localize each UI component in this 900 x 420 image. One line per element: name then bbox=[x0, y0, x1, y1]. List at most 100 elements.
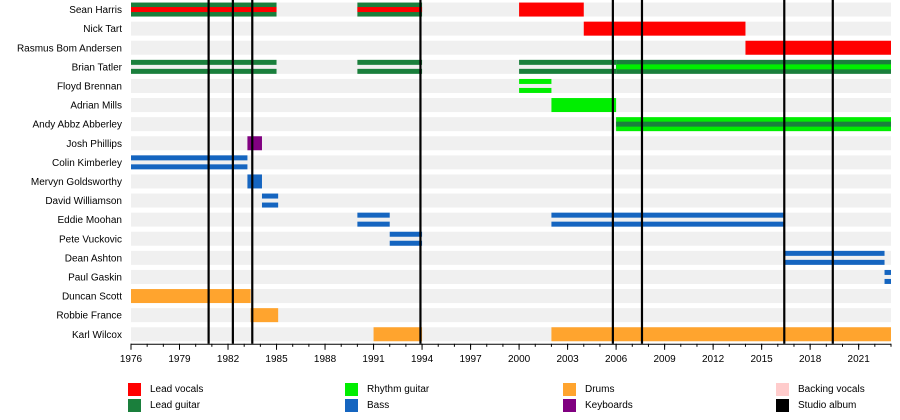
bar-segment bbox=[247, 136, 262, 151]
bar-segment-top bbox=[131, 155, 248, 161]
bar-mervyn-goldsworthy-14 bbox=[247, 174, 262, 189]
member-label-dean-ashton: Dean Ashton bbox=[65, 253, 122, 264]
bar-segment-top bbox=[131, 59, 277, 65]
legend-label: Keyboards bbox=[585, 399, 633, 411]
x-tick-label: 1991 bbox=[362, 354, 385, 365]
x-tick-label: 2009 bbox=[653, 354, 676, 365]
member-label-mervyn-goldsworthy: Mervyn Goldsworthy bbox=[31, 177, 122, 188]
x-tick-label: 2021 bbox=[848, 354, 871, 365]
row-background-duncan-scott bbox=[131, 289, 891, 304]
bar-segment-bottom bbox=[357, 68, 423, 74]
member-label-karl-wilcox: Karl Wilcox bbox=[72, 330, 122, 341]
x-tick-label: 1982 bbox=[217, 354, 240, 365]
row-background-robbie-france bbox=[131, 308, 891, 323]
bar-sean-harris-1 bbox=[357, 2, 423, 17]
bar-segment bbox=[247, 174, 262, 189]
legend-swatch bbox=[128, 382, 141, 396]
bar-brian-tatler-7 bbox=[519, 59, 617, 74]
legend-item-studio-album: Studio album bbox=[776, 397, 856, 413]
bar-adrian-mills-10 bbox=[551, 98, 617, 113]
bar-robbie-france-22 bbox=[250, 308, 279, 323]
member-label-adrian-mills: Adrian Mills bbox=[70, 101, 122, 112]
bar-paul-gaskin-20 bbox=[884, 269, 891, 284]
legend: Lead vocals Lead guitar Rhythm guitar Bass D… bbox=[0, 378, 900, 418]
bar-josh-phillips-12 bbox=[247, 136, 262, 151]
legend-label: Bass bbox=[367, 399, 390, 411]
bar-segment-top bbox=[357, 59, 423, 65]
bar-nick-tart-3 bbox=[583, 21, 746, 36]
legend-swatch bbox=[563, 398, 576, 412]
x-tick-label: 1985 bbox=[265, 354, 288, 365]
bar-karl-wilcox-23 bbox=[373, 327, 423, 342]
bar-segment bbox=[551, 327, 891, 342]
x-tick-label: 1979 bbox=[168, 354, 191, 365]
bar-eddie-moohan-17 bbox=[551, 212, 785, 227]
legend-label: Rhythm guitar bbox=[367, 383, 430, 395]
x-tick-label: 1976 bbox=[120, 354, 143, 365]
x-tick-label: 1997 bbox=[459, 354, 482, 365]
x-tick-label: 2018 bbox=[799, 354, 822, 365]
bar-eddie-moohan-16 bbox=[357, 212, 390, 227]
bar-sean-harris-2 bbox=[519, 2, 584, 17]
row-background-colin-kimberley bbox=[131, 155, 891, 170]
bar-segment-top bbox=[519, 78, 552, 84]
legend-item-backing-vocals: Backing vocals bbox=[776, 381, 865, 397]
bar-segment bbox=[583, 21, 746, 36]
member-labels: Sean Harris Nick Tart Rasmus Bom Andersen B… bbox=[17, 5, 123, 341]
x-tick-label: 2000 bbox=[508, 354, 531, 365]
member-label-robbie-france: Robbie France bbox=[56, 311, 122, 322]
member-label-floyd-brennan: Floyd Brennan bbox=[57, 81, 122, 92]
member-label-nick-tart: Nick Tart bbox=[83, 24, 122, 35]
legend-label: Lead vocals bbox=[150, 383, 204, 395]
row-background-sean-harris bbox=[131, 2, 891, 17]
legend-item-keyboards: Keyboards bbox=[563, 397, 633, 413]
bar-rasmus-bom-andersen-4 bbox=[745, 40, 891, 55]
bar-floyd-brennan-9 bbox=[519, 78, 552, 93]
x-tick-label: 2015 bbox=[751, 354, 774, 365]
band-timeline-chart: Sean Harris Nick Tart Rasmus Bom Andersen B… bbox=[17, 0, 892, 365]
studio-album-lines bbox=[207, 0, 834, 344]
bar-colin-kimberley-13 bbox=[131, 155, 248, 170]
member-label-eddie-moohan: Eddie Moohan bbox=[58, 215, 123, 226]
legend-label: Lead guitar bbox=[150, 399, 201, 411]
bar-segment-bottom bbox=[884, 278, 891, 284]
bar-pete-vuckovic-18 bbox=[389, 231, 423, 246]
bar-segment bbox=[551, 98, 617, 113]
x-tick-label: 2006 bbox=[605, 354, 628, 365]
row-background-josh-phillips bbox=[131, 136, 891, 151]
bar-segment bbox=[745, 40, 891, 55]
bar-andy-abbz-abberley-11 bbox=[616, 117, 891, 132]
bar-inner-stripe bbox=[357, 7, 423, 13]
row-background-adrian-mills bbox=[131, 98, 891, 113]
bar-david-williamson-15 bbox=[261, 193, 279, 208]
bar-segment-bottom bbox=[131, 164, 248, 170]
bar-segment-top bbox=[261, 193, 279, 199]
legend-label: Studio album bbox=[798, 399, 857, 411]
bar-segment-bottom bbox=[389, 240, 423, 246]
bar-inner-stripe bbox=[616, 64, 891, 70]
bar-segment-bottom bbox=[519, 87, 552, 93]
bar-segment-bottom bbox=[784, 259, 885, 265]
member-label-josh-phillips: Josh Phillips bbox=[66, 139, 122, 150]
x-tick-label: 1988 bbox=[314, 354, 337, 365]
legend-swatch bbox=[345, 382, 358, 396]
legend-item-rhythm-guitar: Rhythm guitar bbox=[345, 381, 429, 397]
bar-segment-bottom bbox=[261, 202, 279, 208]
member-label-colin-kimberley: Colin Kimberley bbox=[52, 158, 122, 169]
bar-inner-stripe bbox=[131, 7, 277, 13]
bar-segment-top bbox=[389, 231, 423, 237]
bar-segment bbox=[131, 289, 251, 304]
member-label-sean-harris: Sean Harris bbox=[69, 5, 122, 16]
legend-item-bass: Bass bbox=[345, 397, 389, 413]
bar-brian-tatler-5 bbox=[131, 59, 277, 74]
legend-swatch bbox=[128, 398, 141, 412]
row-backgrounds bbox=[131, 2, 891, 342]
legend-swatch bbox=[345, 398, 358, 412]
member-label-brian-tatler: Brian Tatler bbox=[72, 62, 123, 73]
membership-bars bbox=[131, 2, 891, 342]
x-tick-label: 2012 bbox=[702, 354, 725, 365]
member-label-paul-gaskin: Paul Gaskin bbox=[68, 272, 122, 283]
legend-item-lead-vocals: Lead vocals bbox=[128, 381, 203, 397]
bar-segment-bottom bbox=[357, 221, 390, 227]
member-label-rasmus-bom-andersen: Rasmus Bom Andersen bbox=[17, 43, 122, 54]
